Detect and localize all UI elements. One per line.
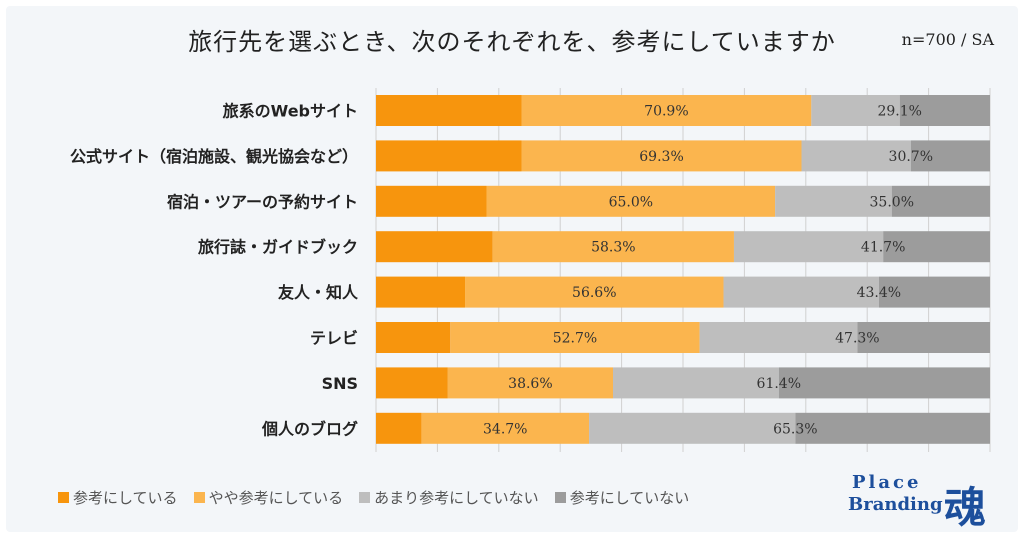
bar-segment-2 [486, 185, 776, 217]
logo-text-branding: Branding [848, 494, 943, 515]
negative-total-label: 61.4% [757, 376, 801, 392]
positive-total-label: 38.6% [508, 376, 552, 392]
negative-total-label: 41.7% [861, 240, 905, 256]
positive-total-label: 70.9% [644, 104, 688, 120]
bar-segment-1 [376, 367, 448, 399]
category-label: テレビ [310, 329, 358, 348]
bar-segment-4 [878, 276, 990, 308]
positive-total-label: 56.6% [572, 285, 616, 301]
bar-segment-4 [899, 95, 990, 126]
category-label: 旅系のWebサイト [223, 102, 358, 121]
bar-segment-3 [699, 322, 858, 353]
bar-segment-1 [376, 322, 451, 353]
legend-label: あまり参考にしていない [374, 489, 539, 507]
legend-swatch [554, 492, 566, 503]
bar-segment-2 [465, 276, 724, 308]
bar-segment-1 [376, 231, 493, 263]
category-label: 旅行誌・ガイドブック [198, 238, 358, 257]
bar-segment-3 [723, 276, 879, 308]
chart-title: 旅行先を選ぶとき、次のそれぞれを、参考にしていますか [188, 28, 836, 56]
legend-label: やや参考にしている [208, 489, 344, 507]
legend-item: 参考にしていない [554, 487, 690, 508]
bar-segment-2 [447, 367, 614, 399]
bar-segment-4 [795, 412, 990, 444]
bar-segment-3 [733, 231, 884, 263]
category-label: 宿泊・ツアーの予約サイト [167, 192, 358, 211]
bar-segment-4 [883, 231, 990, 263]
sample-note: n=700 / SA [901, 30, 994, 49]
legend-label: 参考にしていない [569, 489, 690, 507]
bar-segment-4 [857, 322, 990, 353]
negative-total-label: 47.3% [835, 331, 879, 347]
bar-segment-1 [376, 276, 466, 308]
legend-item: やや参考にしている [193, 487, 344, 508]
negative-total-label: 29.1% [877, 104, 921, 120]
negative-total-label: 65.3% [773, 421, 817, 437]
bar-segment-2 [492, 231, 734, 263]
legend-swatch [58, 492, 69, 503]
positive-total-label: 34.7% [483, 421, 527, 437]
bar-segment-1 [376, 95, 522, 126]
bar-segment-4 [778, 367, 990, 399]
chart-legend: 参考にしている やや参考にしている あまり参考にしていない 参考にしていない [58, 487, 689, 508]
bar-segment-3 [811, 95, 900, 126]
bar-segment-2 [450, 322, 700, 353]
legend-swatch [359, 492, 371, 503]
bar-segment-2 [521, 140, 802, 172]
positive-total-label: 65.0% [609, 194, 653, 210]
legend-swatch [193, 492, 205, 503]
category-label: SNS [322, 374, 358, 393]
chart-frame [6, 6, 1018, 532]
bar-segment-1 [376, 185, 487, 217]
category-label: 個人のブログ [261, 419, 358, 438]
place-branding-logo: Place Branding 魂 [848, 472, 1008, 532]
category-label: 友人・知人 [278, 283, 359, 302]
bar-segment-2 [421, 412, 590, 444]
bar-segment-4 [891, 185, 990, 217]
positive-total-label: 69.3% [639, 149, 683, 165]
legend-label: 参考にしている [73, 489, 178, 507]
positive-total-label: 58.3% [591, 240, 635, 256]
bar-segment-3 [589, 412, 796, 444]
logo-kanji: 魂 [944, 483, 987, 532]
bar-segment-3 [775, 185, 892, 217]
logo-text-place: Place [852, 472, 922, 493]
bar-segment-1 [376, 412, 422, 444]
bar-segment-4 [910, 140, 990, 172]
negative-total-label: 35.0% [870, 194, 914, 210]
bar-segment-2 [521, 95, 812, 126]
bar-segment-3 [613, 367, 779, 399]
legend-item: あまり参考にしていない [359, 487, 539, 508]
positive-total-label: 52.7% [553, 331, 597, 347]
legend-item: 参考にしている [58, 487, 178, 508]
bar-segment-3 [801, 140, 911, 172]
negative-total-label: 43.4% [857, 285, 901, 301]
bar-segment-1 [376, 140, 522, 172]
category-label: 公式サイト（宿泊施設、観光協会など） [70, 147, 358, 166]
negative-total-label: 30.7% [889, 149, 933, 165]
